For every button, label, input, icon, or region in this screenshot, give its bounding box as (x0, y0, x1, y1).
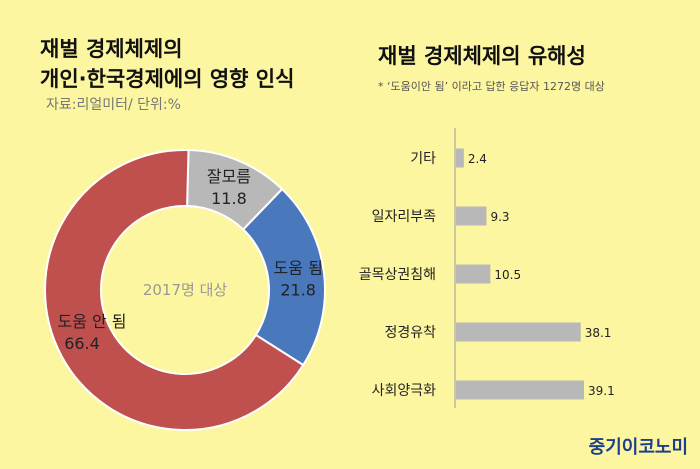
bar-category-label-4: 사회양극화 (372, 383, 437, 399)
donut-center-label: 2017명 대상 (143, 281, 228, 299)
bar-2 (456, 264, 491, 284)
title-line-2: 개인·한국경제에의 영향 인식 (40, 67, 295, 91)
bar-chart-note: * ‘도움이안 됨’ 이라고 답한 응답자 1272명 대상 (378, 80, 605, 93)
bar-3 (456, 322, 581, 342)
donut-slice-value-0: 11.8 (211, 189, 247, 208)
bar-chart-title: 재벌 경제체제의 유해성 (378, 44, 586, 68)
bar-value-label-0: 2.4 (468, 152, 487, 166)
bar-value-label-4: 39.1 (588, 384, 615, 398)
donut-slice-label-2: 도움 안 됨 (57, 312, 126, 331)
bar-chart: 기타 2.4 일자리부족 9.3 골목상권침해 10.5 정경유착 38.1 사회양극화 39.1 (359, 148, 615, 400)
bar-1 (456, 206, 487, 226)
donut-slice-value-1: 21.8 (280, 280, 316, 299)
title-line-1: 재벌 경제체제의 (40, 37, 183, 61)
donut-slice-value-2: 66.4 (64, 334, 100, 353)
bar-value-label-3: 38.1 (585, 326, 612, 340)
bar-category-label-3: 정경유착 (384, 325, 436, 341)
bar-category-label-1: 일자리부족 (372, 209, 437, 225)
donut-slice-label-0: 잘모름 (207, 167, 251, 186)
donut-chart: 잘모름 11.8 도움 됨 21.8 도움 안 됨 66.4 2017명 대상 (44, 149, 326, 431)
brand-logo: 중기이코노미 (588, 437, 688, 458)
bar-0 (456, 148, 464, 168)
donut-slice-2 (44, 149, 305, 431)
donut-slice-label-1: 도움 됨 (274, 258, 323, 277)
bar-value-label-2: 10.5 (494, 268, 521, 282)
source-note: 자료:리얼미터/ 단위:% (46, 97, 181, 113)
bar-category-label-0: 기타 (410, 151, 436, 167)
page-title: 재벌 경제체제의 개인·한국경제에의 영향 인식 (40, 34, 294, 94)
bar-value-label-1: 9.3 (490, 210, 509, 224)
bar-4 (456, 380, 584, 400)
bar-category-label-2: 골목상권침해 (359, 267, 436, 283)
